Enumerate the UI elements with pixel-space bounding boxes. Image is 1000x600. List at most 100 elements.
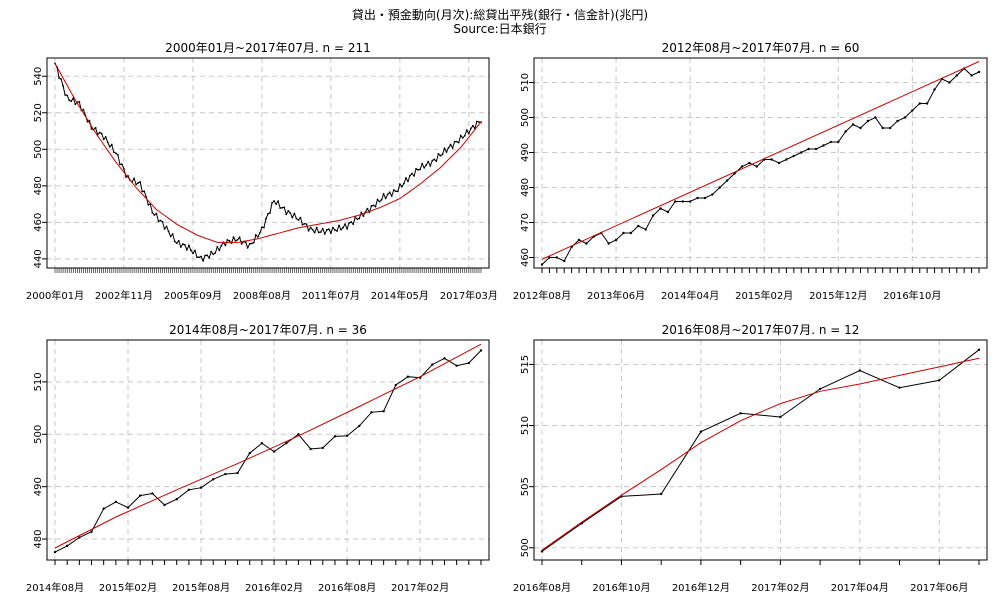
data-point — [157, 220, 160, 223]
data-line — [541, 67, 980, 265]
data-point — [155, 212, 158, 215]
data-point — [455, 364, 458, 367]
data-point — [403, 182, 405, 185]
x-tick-label: 2005年09月 — [164, 289, 222, 302]
y-tick-label: 460 — [33, 213, 44, 232]
plot-frame — [46, 339, 490, 561]
data-point — [285, 213, 288, 216]
data-point — [471, 124, 474, 127]
data-point — [374, 205, 377, 208]
data-point — [443, 357, 446, 360]
data-point — [563, 259, 566, 263]
data-point — [476, 120, 478, 123]
data-point — [329, 232, 332, 235]
y-tick-label: 480 — [33, 176, 44, 195]
data-point — [376, 198, 379, 201]
data-point — [277, 200, 280, 203]
data-point — [478, 121, 480, 123]
data-point — [338, 224, 340, 227]
data-point — [370, 205, 373, 207]
x-tick-label: 2017年03月 — [440, 289, 498, 302]
data-point — [407, 180, 409, 183]
data-point — [386, 193, 389, 196]
y-tick-label: 510 — [33, 372, 44, 391]
data-point — [366, 207, 369, 210]
data-point — [88, 119, 91, 122]
data-point — [289, 212, 292, 215]
data-point — [837, 140, 840, 144]
data-point — [60, 78, 62, 81]
data-point — [396, 190, 399, 193]
data-point — [325, 229, 328, 231]
data-line — [541, 349, 980, 552]
data-point — [332, 226, 334, 229]
data-point — [232, 236, 235, 239]
chart-panel-3: 2014年08月~2017年07月. n = 36 480 490 500 510 201… — [26, 323, 490, 594]
data-point — [90, 128, 93, 130]
data-point — [354, 216, 357, 219]
trend-line — [541, 61, 980, 260]
x-tick-label: 2012年08月 — [513, 289, 571, 302]
data-point — [362, 215, 365, 217]
data-point — [301, 223, 304, 226]
data-point — [818, 387, 822, 391]
data-point — [459, 134, 462, 137]
data-point — [394, 190, 397, 193]
data-point — [163, 503, 166, 507]
data-point — [380, 198, 383, 201]
data-point — [435, 160, 438, 162]
data-point — [143, 190, 146, 193]
x-tick-label: 2017年02月 — [391, 581, 449, 594]
data-point — [903, 116, 907, 119]
data-point — [309, 447, 312, 451]
data-point — [226, 238, 229, 241]
data-point — [198, 256, 200, 259]
data-point — [453, 140, 456, 143]
data-point — [137, 182, 140, 184]
data-point — [327, 228, 330, 231]
data-point — [333, 435, 337, 438]
data-point — [800, 151, 803, 154]
data-point — [431, 159, 434, 162]
data-point — [779, 415, 782, 419]
data-point — [851, 123, 855, 126]
data-point — [427, 160, 430, 163]
panel-title: 2012年08月~2017年07月. n = 60 — [662, 41, 860, 55]
data-point — [212, 478, 215, 481]
data-point — [346, 227, 349, 230]
trend-line — [54, 343, 482, 549]
data-point — [469, 127, 472, 130]
data-point — [177, 239, 180, 242]
data-point — [445, 151, 448, 153]
data-point — [141, 190, 144, 193]
data-point — [659, 492, 663, 496]
data-point — [171, 233, 174, 235]
data-point — [102, 138, 105, 141]
data-point — [770, 158, 773, 161]
x-tick-label: 2017年06月 — [910, 581, 968, 594]
data-point — [204, 254, 207, 257]
data-point — [78, 100, 81, 103]
data-point — [291, 216, 294, 219]
data-point — [319, 231, 322, 233]
data-point — [173, 240, 176, 243]
data-point — [888, 126, 892, 130]
data-point — [388, 191, 391, 194]
data-point — [151, 211, 154, 214]
data-point — [933, 88, 936, 91]
data-point — [577, 238, 581, 242]
data-point — [400, 185, 403, 188]
data-point — [406, 375, 410, 378]
x-tick-label: 2016年10月 — [592, 581, 650, 594]
data-point — [307, 229, 310, 232]
data-point — [90, 530, 93, 533]
data-point — [53, 550, 57, 554]
data-point — [431, 363, 434, 366]
panel-title: 2000年01月~2017年07月. n = 211 — [165, 41, 371, 55]
data-point — [244, 241, 247, 243]
data-point — [911, 109, 914, 112]
plot-frame — [533, 339, 988, 561]
data-point — [281, 206, 284, 209]
data-point — [151, 492, 154, 495]
data-point — [167, 230, 170, 233]
